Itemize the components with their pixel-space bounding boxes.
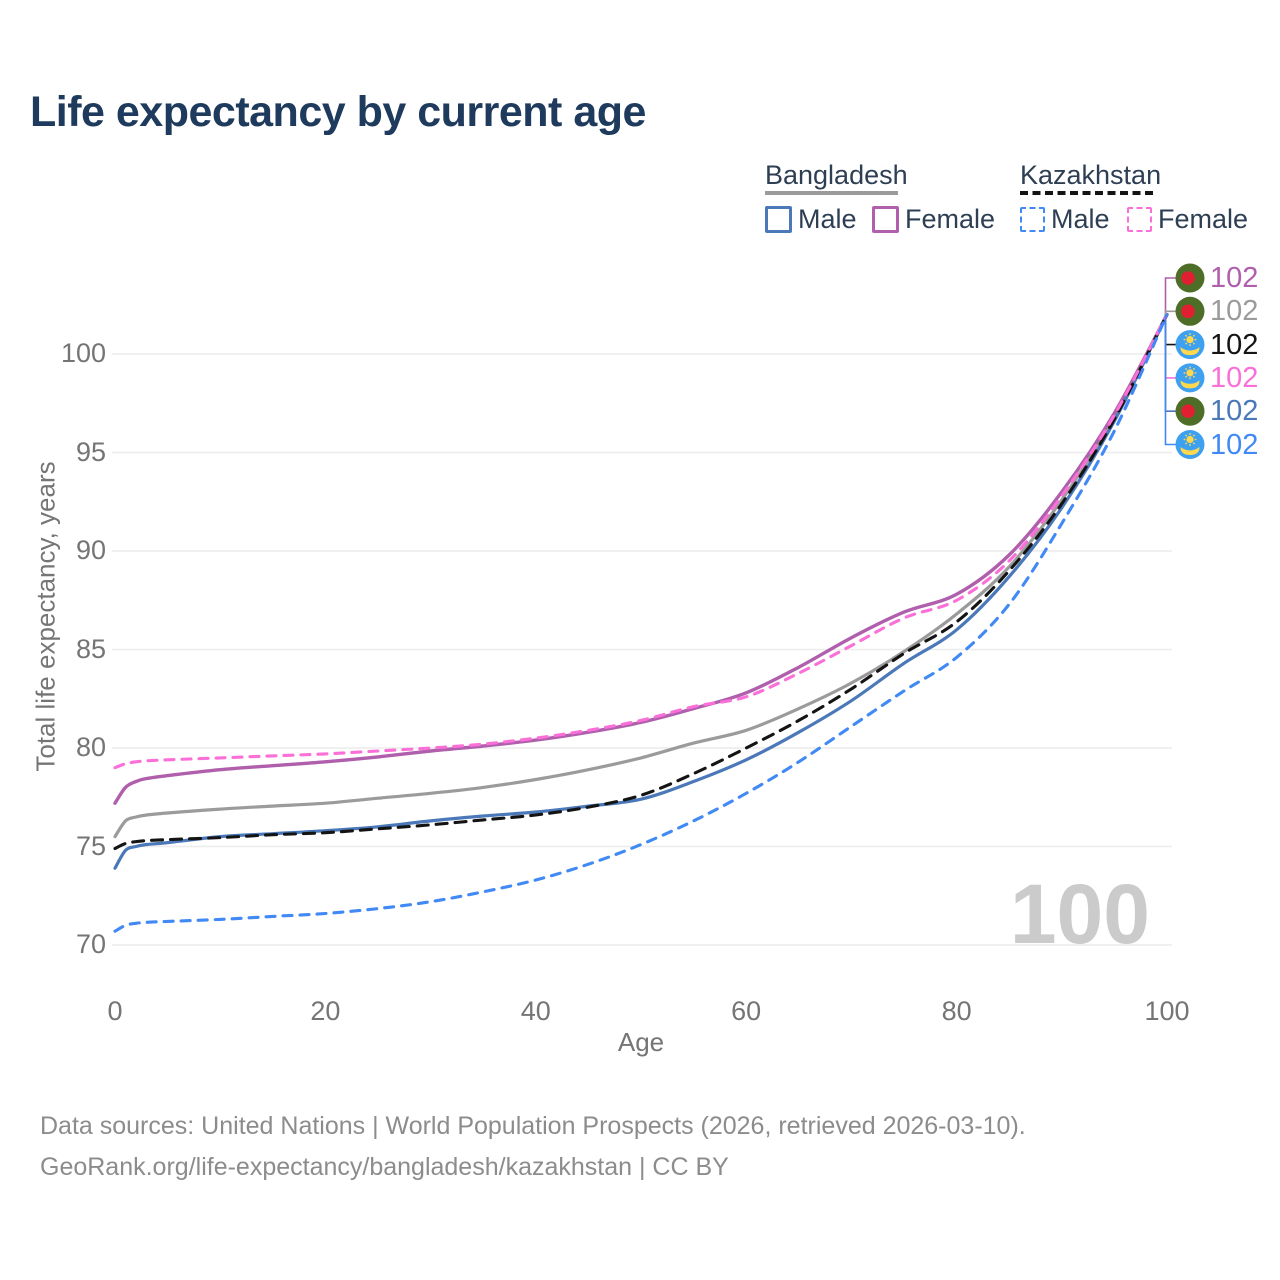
end-label-connector-kazakhstan-female bbox=[1164, 314, 1176, 379]
y-axis-title: Total life expectancy, years bbox=[30, 461, 61, 772]
legend-item-bangladesh-male[interactable]: Male bbox=[765, 204, 857, 235]
footer: Data sources: United Nations | World Pop… bbox=[40, 1106, 1026, 1188]
data-sources-line: Data sources: United Nations | World Pop… bbox=[40, 1112, 1026, 1140]
legend-line-sample-kazakhstan bbox=[1020, 191, 1153, 195]
kazakhstan-flag-icon bbox=[1175, 430, 1205, 459]
x-tick-label: 0 bbox=[107, 996, 123, 1026]
bangladesh-flag-icon bbox=[1175, 296, 1205, 326]
x-tick-label: 60 bbox=[731, 996, 762, 1026]
legend-item-bangladesh-female[interactable]: Female bbox=[872, 204, 995, 235]
x-axis-title: Age bbox=[617, 1027, 665, 1057]
attribution-line: GeoRank.org/life-expectancy/bangladesh/k… bbox=[40, 1153, 729, 1181]
y-tick-label: 80 bbox=[75, 732, 106, 762]
end-value-kazakhstan-male: 102 bbox=[1210, 428, 1259, 461]
series-line-bangladesh-female bbox=[113, 312, 1169, 805]
series-line-kazakhstan-both bbox=[113, 313, 1169, 851]
kazakhstan-flag-icon bbox=[1175, 363, 1205, 393]
y-tick-label: 100 bbox=[60, 338, 106, 368]
legend-item-kazakhstan-female[interactable]: Female bbox=[1127, 204, 1248, 235]
y-tick-label: 85 bbox=[75, 633, 106, 664]
legend-swatch-bangladesh-male bbox=[765, 206, 792, 233]
y-tick-label: 75 bbox=[75, 830, 106, 861]
legend-item-label: Male bbox=[798, 204, 857, 234]
end-label-connector-kazakhstan-both bbox=[1164, 314, 1176, 346]
legend-item-label: Female bbox=[905, 204, 996, 234]
legend-item-label: Female bbox=[1158, 204, 1249, 234]
y-tick-label: 70 bbox=[75, 929, 106, 959]
legend-swatch-bangladesh-female bbox=[872, 206, 899, 233]
series-line-bangladesh-male bbox=[113, 313, 1169, 870]
x-tick-label: 20 bbox=[310, 996, 341, 1026]
series-line-bangladesh-both bbox=[113, 313, 1169, 839]
end-value-kazakhstan-both: 102 bbox=[1210, 328, 1259, 361]
age-counter-watermark: 100 bbox=[1009, 867, 1150, 961]
end-label-connector-bangladesh-female bbox=[1164, 277, 1176, 315]
end-label-connector-bangladesh-male bbox=[1164, 314, 1176, 412]
bangladesh-flag-icon bbox=[1175, 263, 1205, 293]
end-value-bangladesh-female: 102 bbox=[1210, 262, 1259, 294]
legend-line-sample-bangladesh bbox=[765, 191, 898, 195]
end-value-bangladesh-both: 102 bbox=[1210, 295, 1259, 328]
x-tick-label: 40 bbox=[520, 996, 551, 1026]
end-value-kazakhstan-female: 102 bbox=[1210, 361, 1259, 394]
legend-swatch-kazakhstan-male bbox=[1020, 207, 1045, 232]
kazakhstan-flag-icon bbox=[1175, 330, 1205, 360]
series-line-kazakhstan-male bbox=[113, 313, 1169, 933]
y-tick-label: 90 bbox=[75, 535, 106, 565]
legend-item-kazakhstan-male[interactable]: Male bbox=[1020, 204, 1110, 235]
end-label-connector-bangladesh-both bbox=[1164, 310, 1176, 315]
legend-group-kazakhstan[interactable]: Kazakhstan bbox=[1020, 160, 1162, 190]
legend-swatch-kazakhstan-female bbox=[1127, 207, 1152, 232]
chart-title: Life expectancy by current age bbox=[30, 88, 646, 136]
end-value-bangladesh-male: 102 bbox=[1210, 395, 1259, 428]
legend-item-label: Male bbox=[1051, 204, 1110, 234]
bangladesh-flag-icon bbox=[1175, 396, 1205, 426]
series-line-kazakhstan-female bbox=[113, 313, 1169, 770]
legend-group-bangladesh[interactable]: Bangladesh bbox=[765, 160, 908, 190]
y-tick-label: 95 bbox=[75, 436, 106, 467]
x-tick-label: 80 bbox=[941, 996, 972, 1026]
x-tick-label: 100 bbox=[1144, 996, 1190, 1026]
end-label-connector-kazakhstan-male bbox=[1164, 314, 1176, 446]
